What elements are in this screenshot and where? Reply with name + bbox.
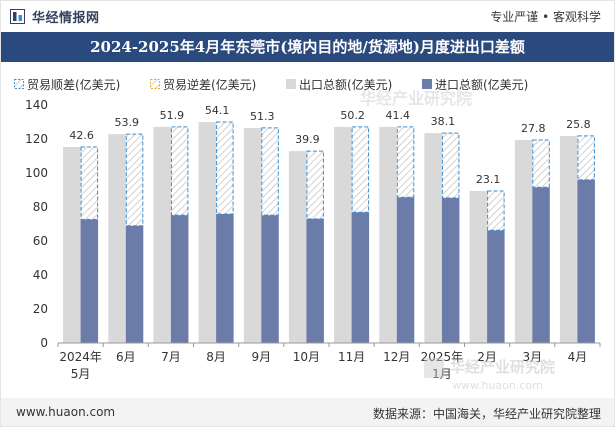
surplus-segment (216, 121, 234, 215)
x-tick-label: 2025年1月 (421, 350, 464, 381)
y-tick-label: 140 (25, 98, 48, 112)
surplus-data-label: 38.1 (431, 115, 456, 128)
import-bar (441, 197, 460, 343)
x-tick-label: 2月 (477, 350, 497, 364)
watermark-name: 华经产业研究院 (450, 358, 555, 376)
chart-plot: 华经产业研究院 0 20 40 60 80 100 120 140 42.6 2024年 5月 53.… (25, 89, 601, 392)
legend-label-import: 进口总额(亿美元) (435, 77, 529, 92)
surplus-data-label: 51.9 (160, 109, 185, 122)
import-bar (125, 225, 144, 343)
surplus-segment (125, 133, 144, 227)
y-tick-label: 80 (33, 200, 48, 214)
y-tick-label: 40 (33, 268, 48, 282)
legend-item-surplus: 贸易顺差(亿美元) (14, 76, 150, 92)
legend-label-export: 出口总额(亿美元) (299, 77, 393, 92)
surplus-segment (261, 127, 279, 216)
import-bar (170, 215, 189, 343)
brand-name: 华经情报网 (32, 10, 100, 26)
surplus-data-label: 23.1 (476, 173, 501, 186)
surplus-data-label: 39.9 (295, 133, 320, 146)
footer-source: 数据来源：中国海关，华经产业研究院整理 (372, 407, 601, 421)
surplus-segment (487, 190, 505, 231)
export-bar (288, 151, 307, 343)
surplus-data-label: 27.8 (521, 122, 546, 135)
surplus-segment (532, 139, 550, 188)
surplus-segment (351, 126, 370, 213)
import-swatch-icon (422, 79, 432, 89)
export-bar (153, 126, 171, 344)
surplus-segment (441, 132, 460, 199)
export-bar (243, 127, 262, 344)
surplus-data-label: 51.3 (250, 110, 275, 123)
x-tick-label: 3月 (522, 350, 542, 364)
import-bar (216, 214, 234, 343)
export-bar (198, 122, 217, 343)
deficit-swatch-icon (150, 79, 160, 89)
surplus-segment (577, 135, 595, 181)
export-bar (424, 133, 442, 343)
import-bar (80, 219, 99, 343)
import-bar (351, 212, 370, 343)
slogan: 专业严谨 • 客观科学 (490, 10, 601, 24)
legend-label-surplus: 贸易顺差(亿美元) (27, 77, 121, 92)
x-tick-label: 12月 (383, 350, 410, 364)
x-tick-label: 8月 (206, 350, 226, 364)
surplus-data-label: 53.9 (115, 116, 140, 129)
legend-item-import: 进口总额(亿美元) (422, 76, 558, 92)
import-bar (487, 230, 505, 343)
export-swatch-icon (286, 79, 296, 89)
surplus-swatch-icon (14, 79, 24, 89)
x-tick-label: 6月 (116, 350, 136, 364)
y-tick-label: 100 (25, 166, 48, 180)
y-tick-label: 0 (40, 336, 48, 350)
x-tick-label: 7月 (161, 350, 181, 364)
export-bar (379, 126, 397, 344)
footer: www.huaon.com 数据来源：中国海关，华经产业研究院整理 (0, 398, 615, 427)
surplus-segment (396, 126, 415, 198)
export-bar (469, 191, 488, 343)
legend-label-deficit: 贸易逆差(亿美元) (163, 77, 257, 92)
surplus-data-label: 41.4 (386, 109, 411, 122)
y-tick-label: 120 (25, 132, 48, 146)
x-tick-label: 11月 (338, 350, 365, 364)
x-tick-label: 4月 (568, 350, 588, 364)
watermark-logo: 华经产业研究院 www.huaon.com (424, 358, 555, 392)
legend-item-deficit: 贸易逆差(亿美元) (150, 76, 286, 92)
import-bar (577, 179, 595, 343)
watermark-logo-icon (424, 358, 444, 378)
export-bar (334, 126, 352, 344)
import-bar (396, 197, 415, 343)
surplus-segment (170, 126, 189, 216)
chart-title: 2024-2025年4月年东莞市(境内目的地/货源地)月度进出口差额 (90, 38, 525, 56)
y-tick-label: 20 (33, 302, 48, 316)
footer-website: www.huaon.com (16, 405, 116, 419)
plot-area: 0 20 40 60 80 100 120 140 42.6 2024年 5月 53.9 6月 51.9 7… (25, 98, 601, 381)
surplus-segment (306, 150, 324, 220)
legend-item-export: 出口总额(亿美元) (286, 76, 422, 92)
surplus-segment (80, 146, 99, 220)
export-bar (63, 147, 81, 343)
header: 华经情报网 专业严谨 • 客观科学 (0, 0, 615, 32)
x-tick-label: 10月 (293, 350, 320, 364)
x-tick-label: 9月 (251, 350, 271, 364)
import-bar (261, 215, 279, 343)
surplus-data-label: 25.8 (566, 118, 591, 131)
export-bar (559, 135, 578, 343)
import-bar (532, 187, 550, 343)
y-tick-label: 60 (33, 234, 48, 248)
title-bar: 2024-2025年4月年东莞市(境内目的地/货源地)月度进出口差额 (0, 32, 615, 62)
watermark-text: 华经产业研究院 (360, 89, 472, 108)
surplus-data-label: 50.2 (340, 109, 365, 122)
surplus-data-label: 42.6 (69, 129, 94, 142)
x-tick-label: 2024年 5月 (59, 350, 102, 381)
legend: 贸易顺差(亿美元) 贸易逆差(亿美元) 出口总额(亿美元) 进口总额(亿美元) (14, 76, 558, 92)
export-bar (514, 140, 533, 343)
import-bar (306, 218, 324, 343)
watermark-url: www.huaon.com (452, 379, 543, 392)
export-bar (108, 134, 126, 343)
surplus-data-label: 54.1 (205, 104, 230, 117)
brand: 华经情报网 (10, 8, 100, 26)
bar-chart-icon (10, 8, 25, 24)
